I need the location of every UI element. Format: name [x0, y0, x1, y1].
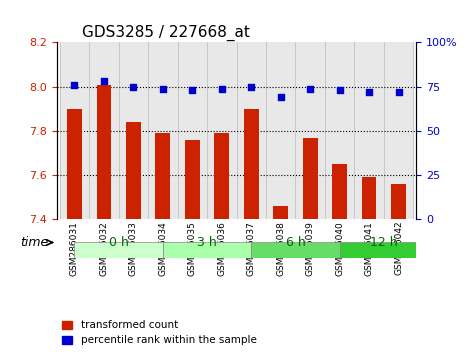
- Bar: [266, 42, 296, 219]
- Point: [336, 87, 343, 93]
- Text: GDS3285 / 227668_at: GDS3285 / 227668_at: [82, 25, 249, 41]
- Point: [277, 95, 284, 100]
- Bar: [214, 133, 229, 219]
- Point: [365, 89, 373, 95]
- Bar: [119, 42, 148, 219]
- Bar: [362, 177, 377, 219]
- Bar: [185, 140, 200, 219]
- Point: [307, 86, 314, 91]
- Bar: [67, 109, 82, 219]
- Bar: [163, 242, 251, 274]
- Text: time: time: [20, 236, 48, 249]
- Point: [218, 86, 226, 91]
- Point: [130, 84, 137, 90]
- Bar: [177, 42, 207, 219]
- Bar: [244, 109, 259, 219]
- Point: [70, 82, 78, 88]
- Bar: [251, 242, 340, 274]
- Bar: [354, 42, 384, 219]
- Point: [395, 89, 403, 95]
- Bar: [60, 42, 89, 219]
- Text: 6 h: 6 h: [286, 236, 305, 249]
- Point: [159, 86, 166, 91]
- Bar: [207, 42, 236, 219]
- Bar: [332, 164, 347, 219]
- Text: 3 h: 3 h: [197, 236, 217, 249]
- Bar: [96, 85, 111, 219]
- Point: [247, 84, 255, 90]
- Bar: [126, 122, 141, 219]
- Bar: [89, 42, 119, 219]
- Bar: [74, 242, 163, 274]
- Text: 12 h: 12 h: [370, 236, 398, 249]
- Point: [100, 79, 108, 84]
- Bar: [156, 133, 170, 219]
- Bar: [148, 42, 177, 219]
- Text: 0 h: 0 h: [109, 236, 129, 249]
- Bar: [303, 138, 317, 219]
- Bar: [236, 42, 266, 219]
- Legend: transformed count, percentile rank within the sample: transformed count, percentile rank withi…: [62, 320, 256, 346]
- Bar: [325, 42, 354, 219]
- Bar: [296, 42, 325, 219]
- Bar: [273, 206, 288, 219]
- Point: [189, 87, 196, 93]
- Bar: [384, 42, 413, 219]
- Bar: [340, 242, 428, 274]
- Bar: [391, 184, 406, 219]
